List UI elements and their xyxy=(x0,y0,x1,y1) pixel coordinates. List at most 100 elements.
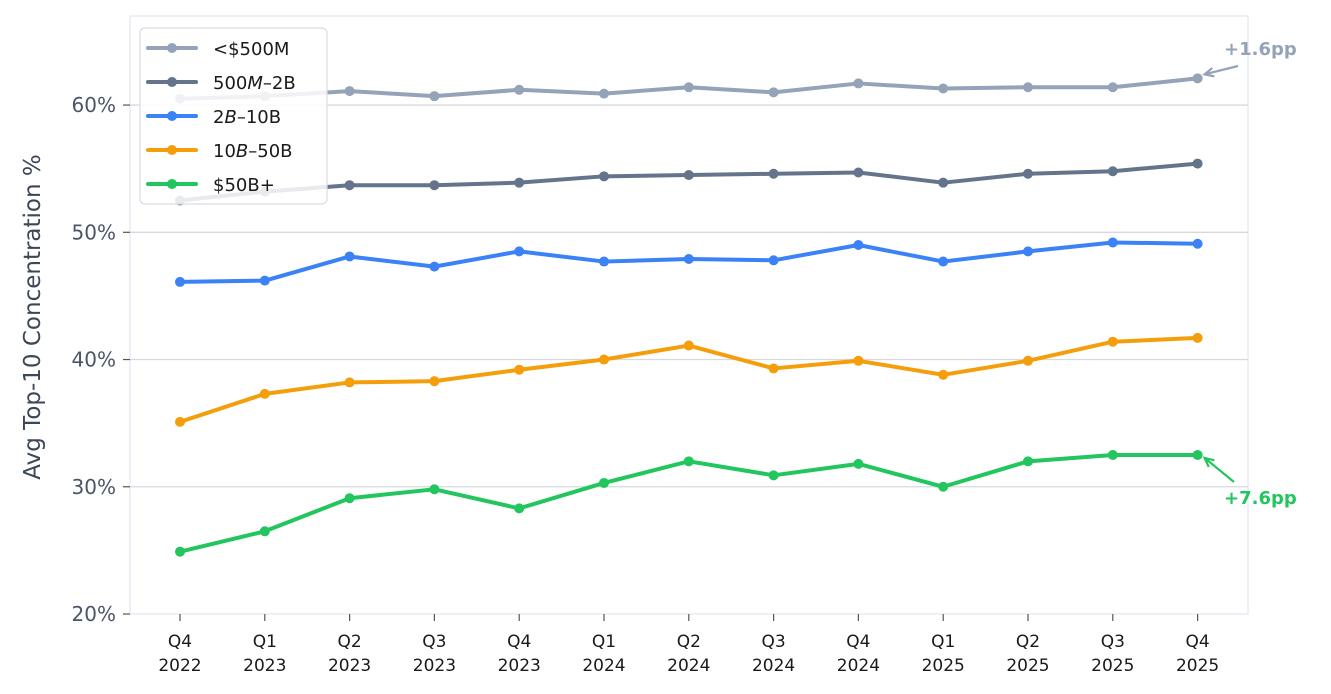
data-point xyxy=(344,493,355,504)
data-point xyxy=(1023,168,1033,179)
data-point xyxy=(1023,355,1033,366)
data-point xyxy=(1107,166,1118,177)
data-point xyxy=(938,83,949,94)
x-tick-label: Q4 xyxy=(1185,632,1209,652)
data-point xyxy=(1107,237,1118,248)
data-point xyxy=(683,340,694,351)
legend-item: 500M–2B xyxy=(146,73,296,94)
data-point xyxy=(599,88,609,99)
data-point xyxy=(683,170,694,181)
y-tick-label: 60% xyxy=(72,93,116,117)
legend-item: 2B–10B xyxy=(146,107,281,128)
data-point xyxy=(344,180,355,191)
series-4 xyxy=(175,449,1203,557)
x-axis: Q4 2022 Q1 2023 Q2 2023 Q3 2023 Q4 2023 Q1 2024 Q2 20… xyxy=(158,614,1219,676)
data-point xyxy=(1192,158,1203,169)
data-point xyxy=(1023,246,1033,257)
data-point xyxy=(344,377,355,388)
data-point xyxy=(599,354,609,365)
annotation: +1.6pp xyxy=(1202,39,1297,78)
x-tick-label: 2023 xyxy=(413,656,456,676)
x-tick-label: Q1 xyxy=(253,632,277,652)
data-point xyxy=(514,177,525,188)
annotation-arrowhead xyxy=(1202,67,1215,78)
data-point xyxy=(853,167,864,178)
data-point xyxy=(599,171,609,182)
data-point xyxy=(938,481,949,492)
data-point xyxy=(1192,332,1203,343)
y-tick-label: 20% xyxy=(72,602,116,626)
data-point xyxy=(938,256,949,267)
legend-label: 2B–10B xyxy=(213,107,281,128)
data-point xyxy=(768,87,779,98)
data-point xyxy=(853,78,864,89)
annotation-arrow xyxy=(1204,64,1239,76)
data-point xyxy=(514,246,525,257)
data-point xyxy=(853,458,864,469)
x-tick-label: Q2 xyxy=(677,632,701,652)
data-point xyxy=(938,369,949,380)
x-tick-label: Q1 xyxy=(931,632,955,652)
data-point xyxy=(599,256,609,267)
data-point xyxy=(853,240,864,251)
legend-label: 500M–2B xyxy=(213,73,296,94)
grid-layer xyxy=(130,104,1248,488)
legend-box xyxy=(139,27,328,205)
data-point xyxy=(259,388,270,399)
data-point xyxy=(1107,449,1118,460)
data-point xyxy=(514,84,525,95)
data-point xyxy=(938,177,949,188)
data-point xyxy=(175,546,185,557)
data-point xyxy=(1023,82,1033,93)
data-point xyxy=(1023,456,1033,467)
x-tick-label: Q3 xyxy=(761,632,785,652)
y-axis: 20% 30% 40% 50% 60% xyxy=(72,93,130,626)
data-point xyxy=(175,416,185,427)
annotation-label: +1.6pp xyxy=(1224,39,1297,60)
data-point xyxy=(1192,449,1203,460)
data-point xyxy=(683,456,694,467)
x-tick-label: Q4 xyxy=(846,632,870,652)
legend-label: <$500M xyxy=(213,39,289,60)
annotation-arrow xyxy=(1203,457,1235,483)
legend-label: 10B–50B xyxy=(213,141,293,162)
x-tick-label: Q4 xyxy=(507,632,531,652)
data-point xyxy=(768,168,779,179)
data-point xyxy=(683,254,694,265)
x-tick-label: Q2 xyxy=(337,632,361,652)
data-point xyxy=(853,355,864,366)
data-point xyxy=(429,180,440,191)
legend-label: $50B+ xyxy=(213,175,275,196)
data-point xyxy=(259,275,270,286)
y-tick-label: 40% xyxy=(72,348,116,372)
data-point xyxy=(1107,336,1118,347)
x-tick-label: Q3 xyxy=(422,632,446,652)
x-tick-label: Q1 xyxy=(592,632,616,652)
x-tick-label: 2024 xyxy=(582,656,625,676)
data-point xyxy=(514,503,525,514)
x-tick-label: 2023 xyxy=(498,656,541,676)
data-point xyxy=(1192,238,1203,249)
y-tick-label: 30% xyxy=(72,475,116,499)
data-point xyxy=(344,251,355,262)
x-tick-label: 2025 xyxy=(922,656,965,676)
data-point xyxy=(768,255,779,266)
data-point xyxy=(1192,73,1203,84)
series-layer xyxy=(175,73,1203,557)
annotation-layer: +1.6pp +7.6pp xyxy=(1202,39,1297,509)
y-axis-label: Avg Top-10 Concentration % xyxy=(20,154,46,479)
legend-swatch-marker xyxy=(167,111,177,121)
data-point xyxy=(175,276,185,287)
legend-swatch-marker xyxy=(167,179,177,189)
data-point xyxy=(683,82,694,93)
data-point xyxy=(599,477,609,488)
legend-item: <$500M xyxy=(146,39,289,60)
data-point xyxy=(768,470,779,481)
legend-swatch-marker xyxy=(167,77,177,87)
legend-item: $50B+ xyxy=(146,175,275,196)
data-point xyxy=(514,364,525,375)
data-point xyxy=(429,376,440,387)
series-2 xyxy=(175,237,1203,287)
